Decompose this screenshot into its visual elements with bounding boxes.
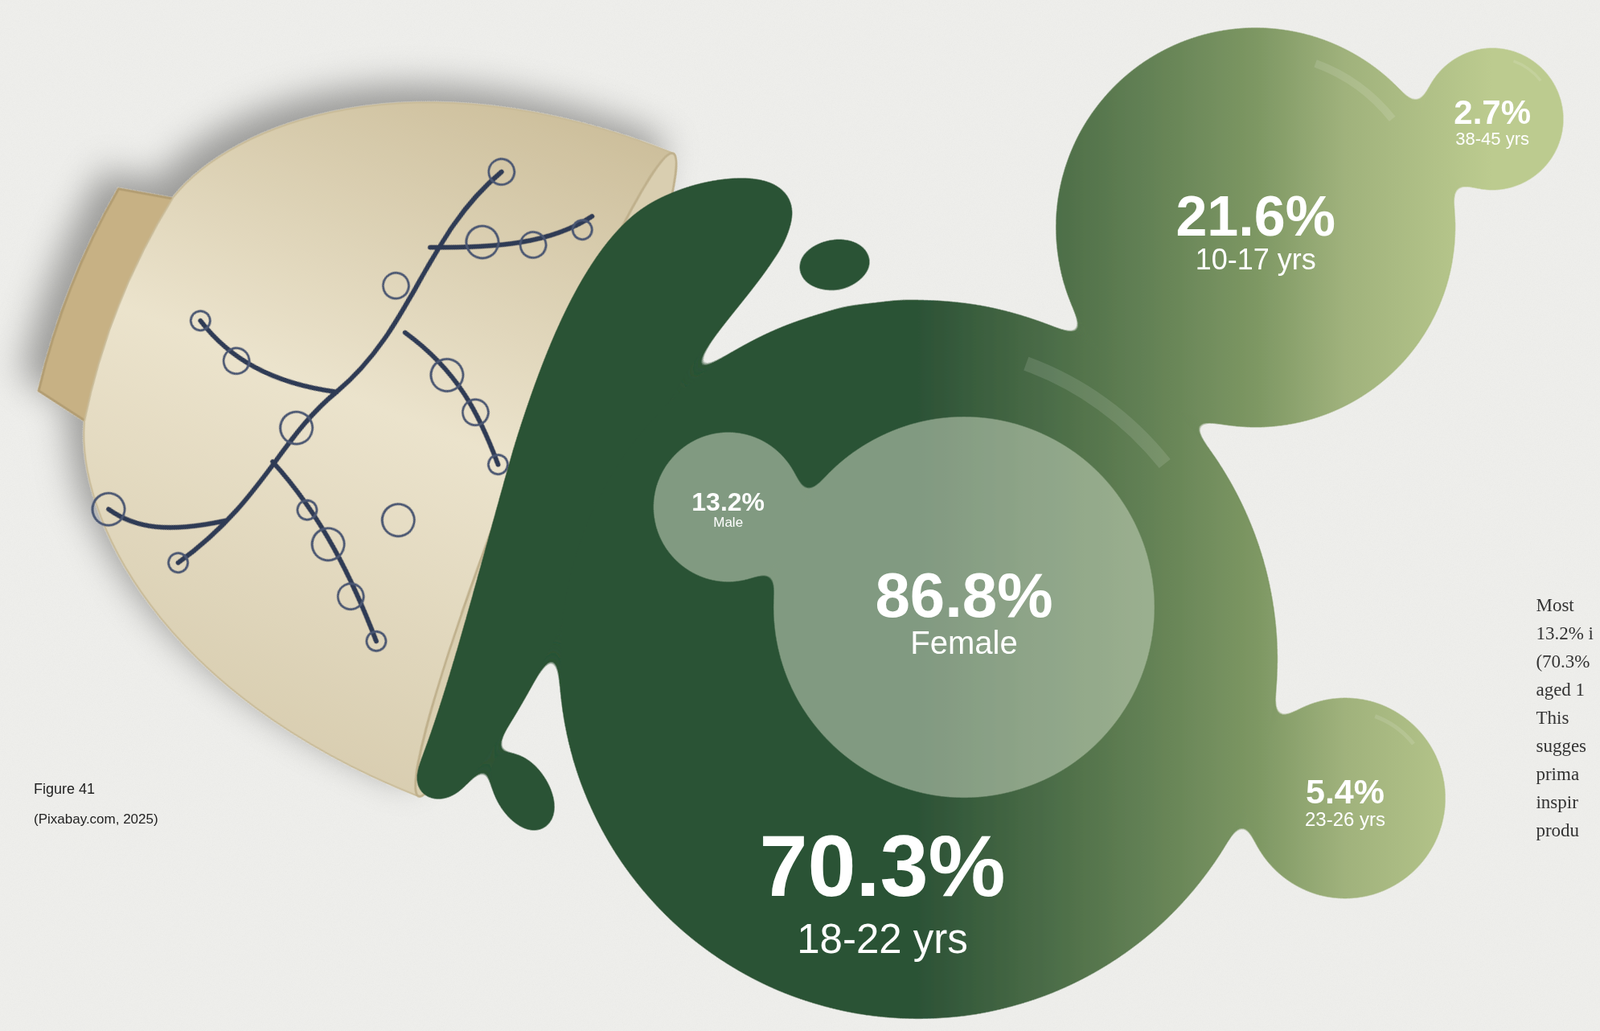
bowl-branch [430, 164, 592, 299]
bowl-blossom [188, 307, 214, 333]
bowl-blossom [275, 406, 318, 449]
bowl-branch [107, 479, 226, 554]
body-text-line: produ [1535, 820, 1580, 841]
gloss [1374, 713, 1416, 745]
splash-drop [793, 233, 875, 295]
bowl-blossom [294, 497, 320, 523]
bowl-blossom [426, 353, 468, 396]
bowl-blossom [379, 268, 414, 303]
category-label: 10-17 yrs [1195, 242, 1317, 276]
bowl-branch [191, 320, 343, 400]
bowl-branch [225, 461, 424, 641]
figure-source: (Pixabay.com, 2025) [33, 811, 159, 827]
value-label: 5.4% [1305, 771, 1385, 811]
labels: 70.3%18-22 yrs 21.6%10-17 yrs 5.4%23-26 yr… [691, 93, 1531, 962]
age-blob [416, 28, 1564, 1018]
value-label: 2.7% [1453, 93, 1531, 132]
bowl-blossom [461, 221, 504, 263]
gender-blob [654, 418, 1153, 796]
body-text-line: sugges [1535, 735, 1587, 756]
bowl-blossom [570, 217, 595, 243]
bowl-blossom [485, 451, 511, 477]
category-label: Male [713, 514, 743, 530]
value-label: 70.3% [758, 816, 1006, 915]
bowl-branch [372, 332, 531, 465]
bowl-blossom [87, 488, 130, 530]
value-label: 13.2% [691, 487, 765, 517]
bowl-blossom [459, 395, 493, 430]
body-text: Most 13.2% i (70.3% aged 1 This sugges prima in… [1535, 594, 1594, 841]
bowl-blossom [516, 228, 550, 263]
gender-bubble [775, 418, 1153, 796]
body-text-line: (70.3% [1535, 651, 1590, 672]
bowl-branch [178, 114, 502, 621]
category-label: 23-26 yrs [1304, 808, 1386, 830]
gender-bubble [654, 433, 802, 581]
value-label: 21.6% [1175, 184, 1335, 248]
bowl-blossom [484, 155, 519, 189]
bowl-blossom [363, 628, 389, 654]
bowl-blossom [165, 549, 191, 575]
bowl-blossom [219, 344, 254, 378]
body-text-line: prima [1535, 763, 1580, 784]
gloss [1313, 59, 1395, 122]
body-text-line: inspir [1535, 791, 1579, 813]
bowl-blossom [307, 523, 349, 566]
body-text-line: Most [1535, 594, 1575, 616]
bowl-blossom [333, 579, 368, 614]
age-bubble [1057, 28, 1454, 426]
age-bubble [1422, 49, 1563, 189]
gloss [1513, 59, 1543, 82]
category-label: Female [910, 624, 1018, 661]
body-text-line: This [1535, 707, 1569, 728]
body-text-line: 13.2% i [1535, 623, 1594, 644]
age-bubble [1246, 698, 1445, 898]
infographic: 70.3%18-22 yrs 21.6%10-17 yrs 5.4%23-26 yr… [0, 0, 1600, 1031]
body-text-line: aged 1 [1535, 679, 1585, 700]
category-label: 18-22 yrs [796, 915, 969, 962]
figure-label: Figure 41 [33, 780, 95, 797]
bowl-blossom [377, 499, 419, 542]
gender-layer [654, 418, 1153, 796]
age-bubble [560, 301, 1276, 1018]
splash-drop [477, 741, 568, 843]
splash-drop [890, 265, 907, 282]
category-label: 38-45 yrs [1455, 128, 1530, 149]
marks [416, 28, 1564, 1018]
value-label: 86.8% [874, 559, 1053, 631]
